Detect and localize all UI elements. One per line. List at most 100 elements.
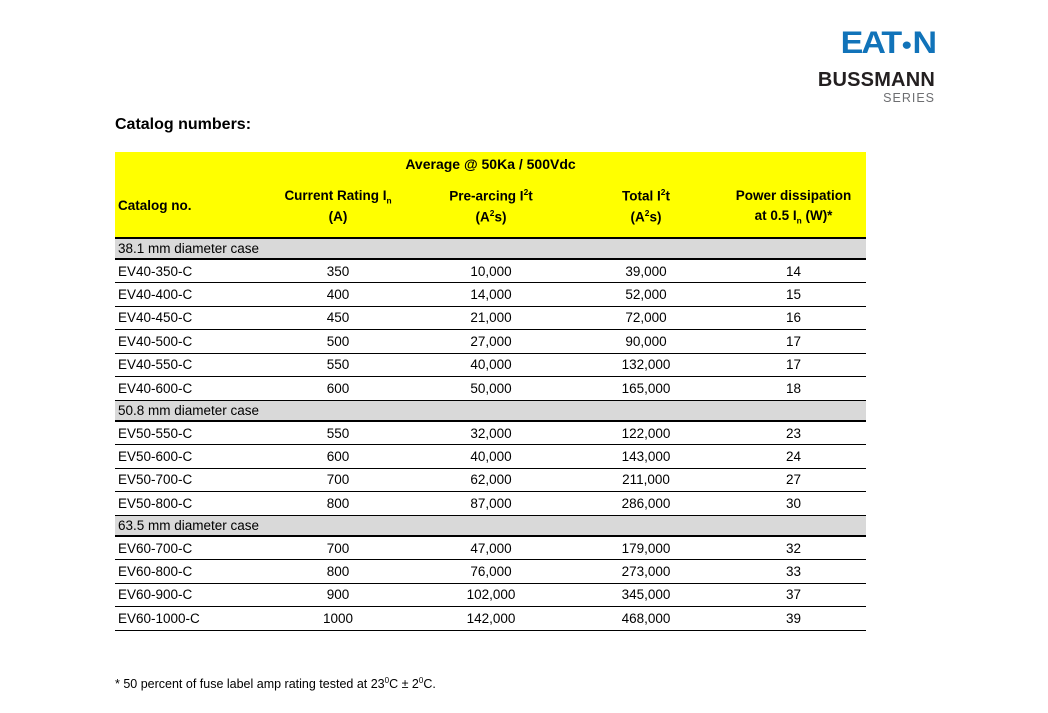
table-row: EV50-600-C 600 40,000 143,000 24 [115,444,867,469]
cell-current: 800 [265,559,411,584]
section-row: 38.1 mm diameter case [115,238,867,260]
cell-prearcing: 62,000 [411,468,571,492]
cell-total: 468,000 [571,606,721,631]
cell-catalog: EV40-400-C [115,282,265,307]
cell-current: 800 [265,491,411,516]
cell-power: 27 [721,468,867,492]
cell-power: 17 [721,329,867,354]
cell-power: 14 [721,259,867,283]
cell-total: 179,000 [571,536,721,560]
cell-catalog: EV40-600-C [115,376,265,401]
table-row: EV60-700-C 700 47,000 179,000 32 [115,536,867,560]
section-row: 63.5 mm diameter case [115,515,867,537]
cell-total: 132,000 [571,353,721,377]
eaton-logo-dot-icon: ● [901,34,912,54]
prearcing-label: Pre-arcing I [449,188,524,204]
cell-total: 345,000 [571,583,721,607]
cell-power: 39 [721,606,867,631]
total-label-after: t [665,188,670,204]
cell-current: 900 [265,583,411,607]
cell-current: 700 [265,536,411,560]
cell-current: 1000 [265,606,411,631]
prearcing-label-after: t [528,188,533,204]
col-header-prearcing-i2t: Pre-arcing I2t (A2s) [411,176,571,239]
cell-prearcing: 27,000 [411,329,571,354]
table-row: EV50-550-C 550 32,000 122,000 23 [115,421,867,445]
prearcing-unit-superscript: 2 [489,207,495,218]
table-row: EV40-550-C 550 40,000 132,000 17 [115,353,867,377]
cell-power: 32 [721,536,867,560]
total-unit-pre: (A [630,209,645,224]
col-header-current-rating: Current Rating In (A) [265,176,411,239]
column-header-row: Catalog no. Current Rating In (A) Pre-arc… [115,176,867,239]
cell-catalog: EV60-900-C [115,583,265,607]
cell-total: 273,000 [571,559,721,584]
table-row: EV50-800-C 800 87,000 286,000 30 [115,491,867,516]
bussmann-wordmark: BUSSMANN [817,69,935,91]
cell-current: 500 [265,329,411,354]
section-row: 50.8 mm diameter case [115,400,867,422]
cell-current: 400 [265,282,411,307]
cell-prearcing: 32,000 [411,421,571,445]
footnote-superscript-2: 0 [418,676,424,685]
total-label: Total I [622,188,661,204]
table-row: EV40-500-C 500 27,000 90,000 17 [115,329,867,354]
cell-current: 550 [265,353,411,377]
table-row: EV40-600-C 600 50,000 165,000 18 [115,376,867,401]
cell-catalog: EV50-550-C [115,421,265,445]
cell-current: 700 [265,468,411,492]
table-row: EV50-700-C 700 62,000 211,000 27 [115,468,867,492]
cell-prearcing: 87,000 [411,491,571,516]
page-title: Catalog numbers: [115,116,252,133]
cell-catalog: EV50-700-C [115,468,265,492]
footnote: * 50 percent of fuse label amp rating te… [115,676,436,691]
cell-total: 165,000 [571,376,721,401]
col-header-total-i2t: Total I2t (A2s) [571,176,721,239]
cell-total: 122,000 [571,421,721,445]
eaton-logo: EAT●N [818,25,937,61]
cell-current: 450 [265,306,411,330]
cell-total: 72,000 [571,306,721,330]
cell-prearcing: 40,000 [411,444,571,469]
footnote-text-mid: C ± 2 [389,677,419,692]
footnote-text-pre: * 50 percent of fuse label amp rating te… [115,677,385,692]
cell-prearcing: 142,000 [411,606,571,631]
power-label-subscript: n [796,215,802,226]
cell-total: 286,000 [571,491,721,516]
cell-prearcing: 21,000 [411,306,571,330]
eaton-logo-text-post: N [912,25,937,61]
cell-total: 211,000 [571,468,721,492]
section-label: 38.1 mm diameter case [115,238,867,260]
cell-catalog: EV50-800-C [115,491,265,516]
table-row: EV40-450-C 450 21,000 72,000 16 [115,306,867,330]
catalog-table: Average @ 50Ka / 500Vdc Catalog no. Curr… [115,152,867,631]
cell-power: 16 [721,306,867,330]
prearcing-unit-post: s) [494,209,507,224]
table-row: EV40-400-C 400 14,000 52,000 15 [115,282,867,307]
power-label-line1: Power dissipation [735,187,852,203]
cell-power: 23 [721,421,867,445]
cell-prearcing: 102,000 [411,583,571,607]
cell-catalog: EV60-800-C [115,559,265,584]
power-label-line2-pre: at 0.5 I [754,208,797,223]
eaton-logo-text-pre: EAT [840,25,903,61]
eaton-bussmann-logo: EAT●N BUSSMANN SERIES [817,25,937,105]
cell-power: 37 [721,583,867,607]
cell-power: 15 [721,282,867,307]
col-header-power-dissipation: Power dissipation at 0.5 In (W)* [721,176,867,239]
table-row: EV60-900-C 900 102,000 345,000 37 [115,583,867,607]
cell-power: 24 [721,444,867,469]
cell-current: 550 [265,421,411,445]
table-banner: Average @ 50Ka / 500Vdc [115,152,867,176]
total-unit-post: s) [649,209,662,224]
table-row: EV40-350-C 350 10,000 39,000 14 [115,259,867,283]
cell-total: 39,000 [571,259,721,283]
section-label: 50.8 mm diameter case [115,400,867,422]
cell-total: 52,000 [571,282,721,307]
prearcing-unit-pre: (A [475,209,490,224]
cell-current: 600 [265,376,411,401]
footnote-superscript-1: 0 [384,676,390,685]
current-rating-unit: (A) [328,209,348,224]
cell-catalog: EV40-350-C [115,259,265,283]
